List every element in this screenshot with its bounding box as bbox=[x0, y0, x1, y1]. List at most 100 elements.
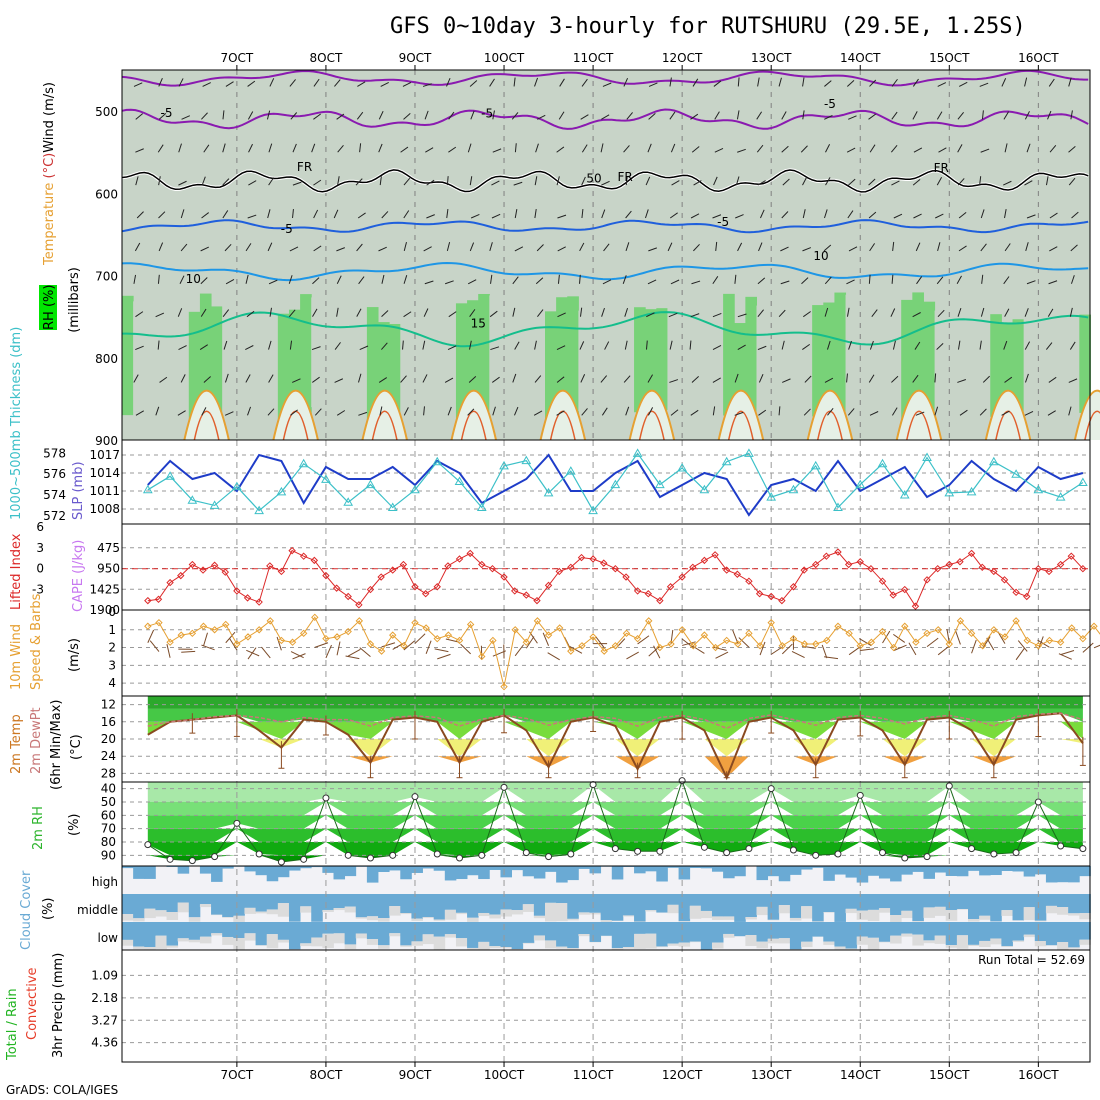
cloud-cell bbox=[522, 866, 535, 877]
cloud-cell bbox=[500, 866, 513, 878]
warm-lobe bbox=[450, 389, 497, 441]
upper-wind-barb bbox=[512, 276, 519, 285]
cloud-cell bbox=[801, 894, 813, 907]
rh-cell bbox=[400, 306, 412, 437]
cloud-cell-gap bbox=[544, 902, 557, 922]
upper-wind-barb bbox=[469, 176, 473, 186]
upper-wind-barb bbox=[826, 340, 831, 350]
cloud-cell bbox=[789, 894, 802, 918]
temp-line bbox=[147, 712, 1084, 781]
upper-wind-barb bbox=[535, 143, 539, 153]
cloud-cell-gap bbox=[188, 939, 201, 943]
upper-wind-barb bbox=[356, 111, 364, 120]
upper-wind-barb bbox=[514, 209, 518, 219]
rh-cell bbox=[823, 302, 835, 409]
rh-tick-90: 90 bbox=[101, 848, 116, 862]
rh-point bbox=[433, 850, 441, 858]
cloud-cell bbox=[1079, 894, 1091, 914]
cloud-cell-gap bbox=[300, 906, 312, 913]
cloud-row-middle: middle bbox=[77, 903, 118, 917]
upper-wind-barb bbox=[378, 143, 383, 153]
cloud-cell bbox=[489, 922, 501, 947]
cloud-cell bbox=[878, 894, 891, 909]
rh-cell bbox=[288, 309, 301, 435]
cloud-cell bbox=[333, 866, 346, 880]
upper-wind-barb bbox=[622, 275, 627, 284]
upper-wind-barb bbox=[245, 243, 252, 252]
cloud-cell bbox=[1057, 922, 1069, 943]
lifted-point bbox=[789, 583, 798, 591]
panel-frames bbox=[121, 65, 1091, 1067]
thickness-point bbox=[365, 479, 376, 489]
cloud-cell bbox=[444, 866, 457, 881]
wind-barb bbox=[569, 646, 583, 654]
cloud-axis-title: Cloud Cover bbox=[19, 870, 34, 950]
upper-wind-barb bbox=[446, 176, 449, 186]
upper-wind-barb bbox=[245, 345, 254, 351]
upper-wind-barb bbox=[378, 246, 387, 252]
wind-axis-unit: (m/s) bbox=[67, 638, 82, 672]
cloud-cell-gap bbox=[1001, 910, 1013, 916]
wind-barb bbox=[824, 656, 839, 660]
upper-wind-barb bbox=[1049, 144, 1057, 153]
warm-lobe bbox=[717, 389, 765, 441]
wind-barb bbox=[653, 645, 661, 659]
lifted-point bbox=[1056, 560, 1065, 569]
cloud-cell bbox=[378, 866, 390, 872]
upper-wind-barb bbox=[579, 242, 585, 252]
upper-wind-barb bbox=[267, 209, 271, 219]
upper-wind-barb bbox=[693, 180, 702, 186]
upper-wind-barb bbox=[467, 279, 477, 285]
cloud-cell bbox=[789, 866, 802, 875]
thickness-point bbox=[565, 466, 576, 475]
upper-wind-barb bbox=[936, 111, 943, 120]
upper-wind-barb bbox=[222, 143, 226, 153]
upper-wind-barb bbox=[1068, 378, 1078, 383]
rh-point bbox=[901, 854, 909, 862]
cloud-cell bbox=[366, 866, 379, 883]
upper-wind-barb bbox=[936, 342, 944, 350]
upper-wind-barb bbox=[825, 143, 831, 153]
lifted-point bbox=[421, 590, 430, 598]
cloud-cell-gap bbox=[823, 941, 835, 945]
cloud-cell-gap bbox=[333, 933, 346, 944]
rh-point bbox=[968, 845, 976, 853]
lifted-point bbox=[366, 585, 375, 594]
lifted-point bbox=[1012, 588, 1020, 597]
cloud-cell bbox=[634, 866, 646, 874]
wind-speed-point bbox=[812, 640, 820, 648]
lifted-point bbox=[243, 594, 252, 602]
upper-wind-barb bbox=[556, 146, 565, 153]
upper-wind-barb bbox=[402, 81, 412, 87]
upper-wind-barb bbox=[381, 310, 389, 318]
upper-wind-barb bbox=[379, 406, 383, 416]
cloud-cell-gap bbox=[233, 915, 245, 922]
wind-speed-point bbox=[210, 626, 219, 634]
wind-speed-point bbox=[1001, 633, 1009, 641]
upper-wind-barb bbox=[312, 308, 318, 317]
cape-axis-title: CAPE (J/kg) bbox=[71, 540, 86, 612]
upper-wind-barb bbox=[334, 342, 341, 350]
cloud-cell bbox=[589, 866, 602, 874]
cloud-cell bbox=[122, 866, 134, 869]
upper-wind-barb bbox=[712, 377, 721, 383]
wind-speed-point bbox=[411, 618, 419, 627]
cloud-cell bbox=[199, 922, 212, 937]
upper-wind-barb bbox=[912, 78, 919, 87]
upper-wind-barb bbox=[869, 79, 877, 87]
upper-wind-barb bbox=[824, 209, 828, 219]
wind-speed-point bbox=[1034, 642, 1043, 650]
upper-wind-barb bbox=[445, 280, 454, 285]
upper-wind-barb bbox=[846, 307, 850, 317]
temp-axis-unit: (°C) bbox=[69, 734, 84, 760]
upper-wind-barb bbox=[648, 247, 657, 252]
upper-wind-barb bbox=[556, 410, 565, 416]
upper-wind-barb bbox=[201, 407, 207, 416]
wind-speed-point bbox=[166, 638, 174, 646]
upper-wind-barb bbox=[490, 274, 493, 284]
wind-barb bbox=[246, 649, 260, 657]
upper-wind-barb bbox=[579, 274, 581, 284]
cloud-cell bbox=[300, 922, 312, 944]
cloud-cell bbox=[778, 866, 791, 882]
upper-wind-barb bbox=[891, 111, 898, 120]
